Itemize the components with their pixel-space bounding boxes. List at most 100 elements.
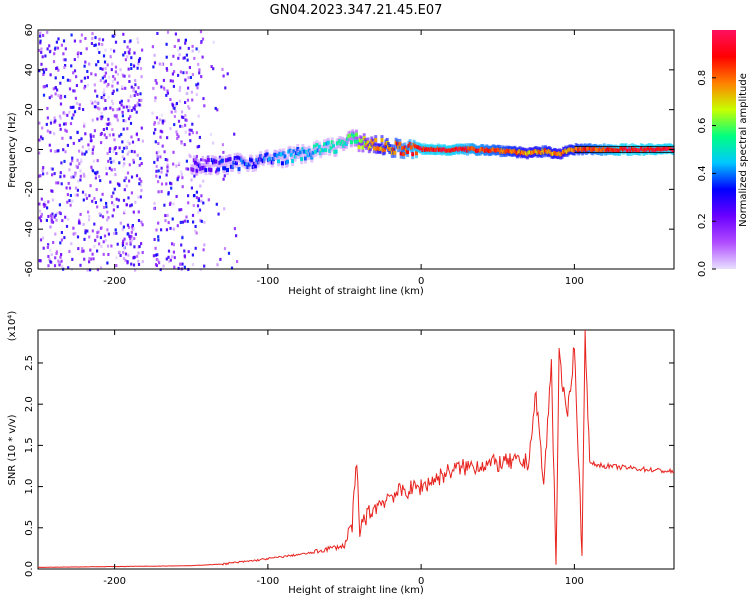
spectrogram-noise-cell bbox=[39, 219, 43, 223]
spectrogram-noise-cell bbox=[88, 218, 91, 222]
spectrogram-noise-cell bbox=[111, 102, 114, 106]
spectrogram-noise-cell bbox=[152, 86, 155, 90]
spectrogram-noise-cell bbox=[125, 242, 128, 246]
spectrogram-noise-cell bbox=[127, 225, 131, 229]
spectrogram-noise-cell bbox=[39, 259, 42, 263]
spectrogram-noise-cell bbox=[120, 132, 123, 136]
spectrogram-noise-cell bbox=[128, 142, 131, 146]
spectrogram-ridge-cell bbox=[314, 149, 318, 154]
spectrogram-noise-cell bbox=[184, 78, 187, 82]
spectrogram-noise-cell bbox=[105, 205, 108, 209]
spectrogram-noise-cell bbox=[59, 116, 62, 120]
spectrogram-noise-cell bbox=[134, 268, 137, 272]
spectrogram-noise-cell bbox=[64, 64, 67, 67]
colorbar-tick-label: 0.4 bbox=[697, 165, 708, 181]
spectrogram-noise-cell bbox=[185, 71, 188, 75]
spectrogram-noise-cell bbox=[125, 203, 128, 207]
spectrogram-noise-cell bbox=[60, 231, 63, 234]
spectrogram-ridge-cell bbox=[302, 149, 306, 154]
spectrogram-noise-cell bbox=[60, 238, 63, 242]
spectrogram-noise-cell bbox=[115, 197, 118, 201]
spectrogram-noise-cell bbox=[202, 158, 205, 162]
spectrogram-noise-cell bbox=[198, 135, 201, 139]
spectrogram-noise-cell bbox=[49, 260, 52, 264]
spectrogram-noise-cell bbox=[184, 130, 187, 134]
spectrogram-noise-cell bbox=[161, 130, 164, 134]
spectrogram-noise-cell bbox=[63, 159, 66, 163]
spectrogram-noise-cell bbox=[68, 250, 71, 253]
spectrogram-noise-cell bbox=[45, 84, 48, 88]
spectrogram-noise-cell bbox=[195, 83, 198, 87]
spectrogram-noise-cell bbox=[77, 179, 80, 183]
spectrogram-noise-cell bbox=[222, 74, 225, 78]
spectrogram-noise-cell bbox=[163, 150, 166, 154]
spectrogram-noise-cell bbox=[194, 246, 197, 250]
spectrogram-ridge-cell bbox=[195, 168, 199, 173]
spectrogram-ridge-cell bbox=[326, 140, 330, 145]
spectrogram-noise-cell bbox=[128, 105, 131, 109]
spectrogram-noise-cell bbox=[90, 165, 93, 169]
snr-y-tick-label: 2.0 bbox=[24, 396, 35, 412]
spectrogram-noise-cell bbox=[192, 220, 195, 224]
spectrogram-noise-cell bbox=[66, 78, 69, 82]
spectrogram-noise-cell bbox=[165, 42, 168, 46]
spectrogram-noise-cell bbox=[154, 96, 157, 100]
spectrogram-noise-cell bbox=[191, 44, 194, 48]
spectrogram-noise-cell bbox=[166, 68, 169, 72]
spectrogram-noise-cell bbox=[110, 160, 113, 164]
spectrogram-noise-cell bbox=[86, 75, 89, 79]
spectrogram-noise-cell bbox=[95, 63, 98, 67]
spectrogram-noise-cell bbox=[102, 128, 105, 131]
spectrogram-noise-cell bbox=[64, 150, 67, 154]
spectrogram-noise-cell bbox=[92, 159, 96, 163]
spectrogram-noise-cell bbox=[55, 252, 58, 255]
spectrogram-y-tick-label: 40 bbox=[24, 63, 35, 76]
spectrogram-noise-cell bbox=[68, 199, 71, 203]
spectrogram-noise-cell bbox=[106, 152, 109, 155]
spectrogram-noise-cell bbox=[121, 110, 124, 114]
snr-frame bbox=[37, 329, 675, 570]
spectrogram-noise-cell bbox=[47, 255, 50, 258]
spectrogram-noise-cell bbox=[140, 98, 143, 102]
spectrogram-noise-cell bbox=[68, 87, 72, 91]
spectrogram-noise-cell bbox=[93, 105, 96, 109]
spectrogram-noise-cell bbox=[102, 54, 106, 58]
spectrogram-noise-cell bbox=[153, 131, 156, 135]
spectrogram-noise-cell bbox=[177, 135, 180, 139]
spectrogram-noise-cell bbox=[70, 64, 73, 68]
spectrogram-noise-cell bbox=[38, 202, 41, 206]
spectrogram-noise-cell bbox=[55, 250, 58, 254]
spectrogram-noise-cell bbox=[60, 96, 63, 100]
spectrogram-noise-cell bbox=[160, 85, 163, 89]
spectrogram-noise-cell bbox=[116, 72, 119, 76]
spectrogram-noise-cell bbox=[112, 133, 115, 137]
spectrogram-noise-cell bbox=[49, 121, 53, 125]
spectrogram-noise-cell bbox=[78, 149, 81, 153]
spectrogram-noise-cell bbox=[132, 89, 135, 93]
spectrogram-noise-cell bbox=[101, 215, 105, 219]
spectrogram-noise-cell bbox=[99, 236, 102, 240]
spectrogram-noise-cell bbox=[210, 65, 213, 69]
spectrogram-ridge-cell bbox=[352, 134, 356, 139]
spectrogram-noise-cell bbox=[100, 245, 103, 248]
spectrogram-noise-cell bbox=[189, 76, 192, 79]
spectrogram-noise-cell bbox=[160, 182, 164, 186]
spectrogram-noise-cell bbox=[157, 169, 160, 173]
spectrogram-noise-cell bbox=[113, 187, 116, 191]
spectrogram-ridge-cell bbox=[265, 152, 269, 157]
spectrogram-noise-cell bbox=[178, 161, 181, 165]
spectrogram-noise-cell bbox=[184, 114, 187, 117]
spectrogram-noise-cell bbox=[43, 204, 46, 208]
spectrogram-noise-cell bbox=[127, 99, 130, 103]
spectrogram-noise-cell bbox=[105, 136, 108, 140]
spectrogram-noise-cell bbox=[75, 164, 78, 168]
spectrogram-noise-cell bbox=[185, 118, 188, 122]
spectrogram-noise-cell bbox=[76, 158, 79, 162]
spectrogram-noise-cell bbox=[140, 242, 143, 246]
spectrogram-noise-cell bbox=[119, 68, 122, 72]
spectrogram-noise-cell bbox=[178, 208, 181, 212]
spectrogram-ridge-cell bbox=[374, 138, 378, 143]
spectrogram-noise-cell bbox=[71, 159, 74, 163]
spectrogram-noise-cell bbox=[107, 117, 110, 121]
colorbar-ticks: 0.0 0.2 0.4 0.6 0.8 bbox=[697, 70, 716, 277]
